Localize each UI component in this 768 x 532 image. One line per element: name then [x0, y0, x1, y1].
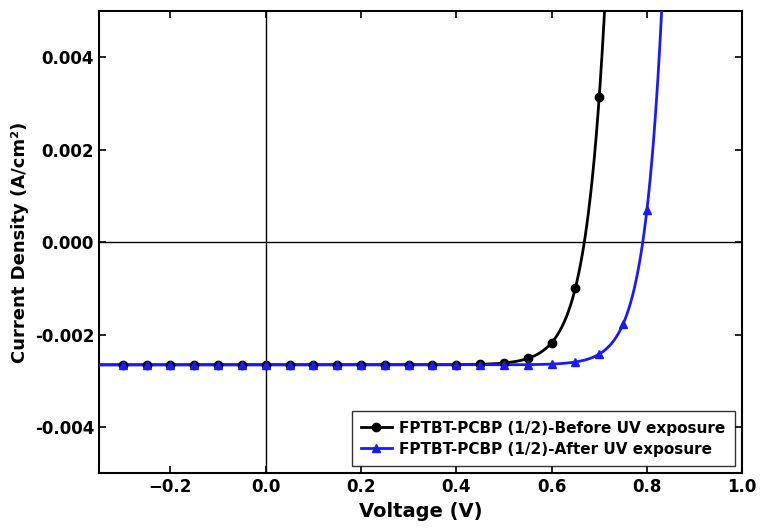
Y-axis label: Current Density (A/cm²): Current Density (A/cm²) [11, 122, 29, 363]
Legend: FPTBT-PCBP (1/2)-Before UV exposure, FPTBT-PCBP (1/2)-After UV exposure: FPTBT-PCBP (1/2)-Before UV exposure, FPT… [352, 411, 734, 466]
X-axis label: Voltage (V): Voltage (V) [359, 502, 482, 521]
